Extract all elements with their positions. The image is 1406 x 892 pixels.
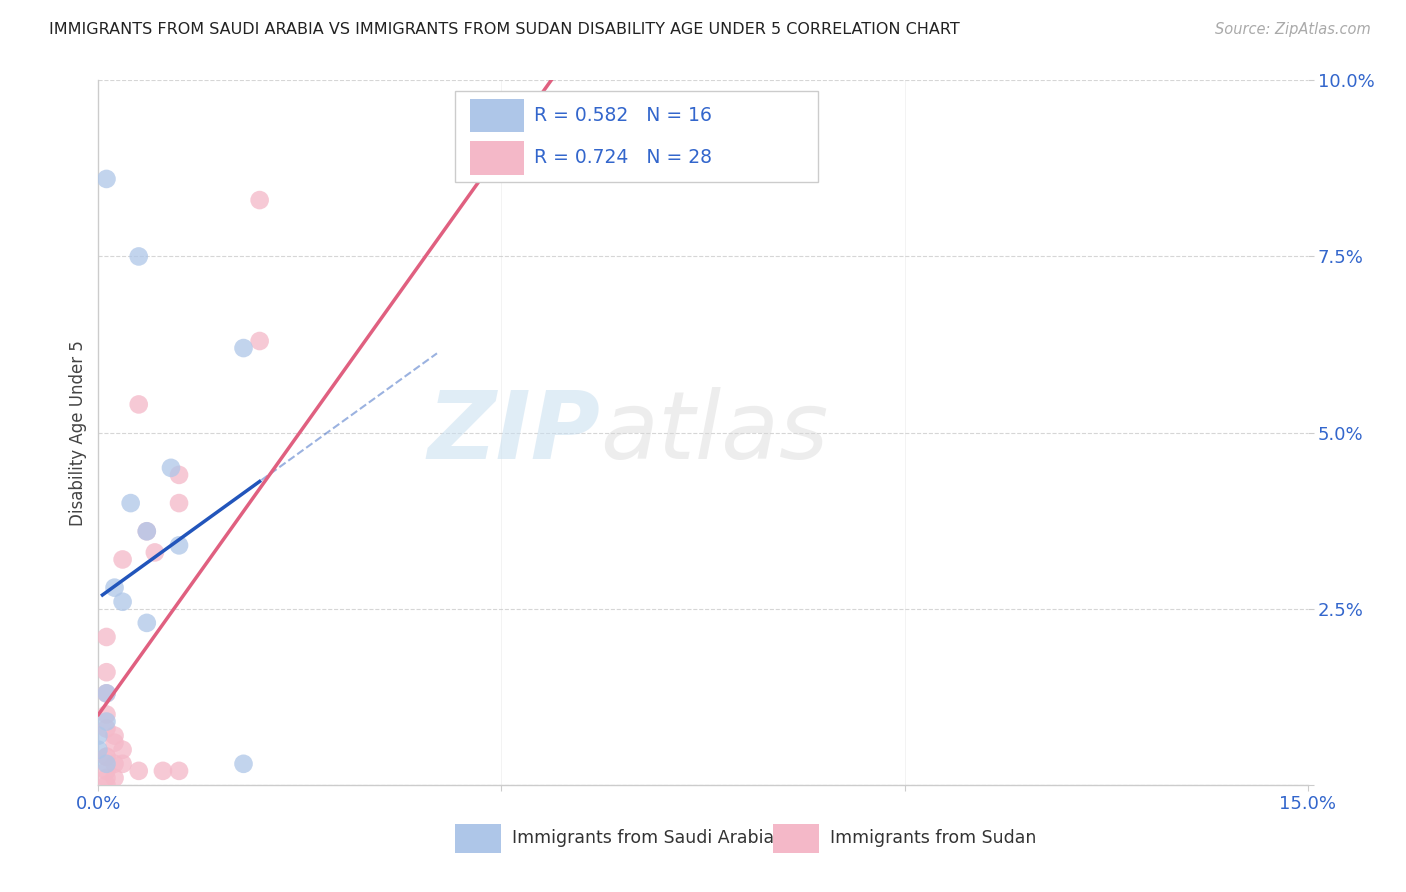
Point — [87, 742, 110, 756]
Point — [96, 686, 118, 700]
Point — [96, 665, 118, 680]
FancyBboxPatch shape — [456, 91, 818, 183]
Point — [96, 630, 118, 644]
Point — [103, 771, 125, 785]
Point — [111, 552, 134, 566]
FancyBboxPatch shape — [773, 823, 820, 854]
Point — [232, 341, 254, 355]
Text: Immigrants from Sudan: Immigrants from Sudan — [830, 829, 1036, 847]
Point — [96, 778, 118, 792]
Point — [111, 742, 134, 756]
Point — [135, 615, 157, 630]
Point — [96, 771, 118, 785]
Point — [96, 749, 118, 764]
Point — [249, 193, 271, 207]
Point — [103, 581, 125, 595]
Point — [96, 172, 118, 186]
Point — [232, 756, 254, 771]
Point — [135, 524, 157, 539]
Text: Source: ZipAtlas.com: Source: ZipAtlas.com — [1215, 22, 1371, 37]
Point — [111, 756, 134, 771]
FancyBboxPatch shape — [470, 99, 524, 132]
Point — [96, 686, 118, 700]
Y-axis label: Disability Age Under 5: Disability Age Under 5 — [69, 340, 87, 525]
Point — [96, 722, 118, 736]
Point — [96, 764, 118, 778]
FancyBboxPatch shape — [470, 141, 524, 175]
Point — [96, 749, 118, 764]
Text: atlas: atlas — [600, 387, 828, 478]
Text: IMMIGRANTS FROM SAUDI ARABIA VS IMMIGRANTS FROM SUDAN DISABILITY AGE UNDER 5 COR: IMMIGRANTS FROM SAUDI ARABIA VS IMMIGRAN… — [49, 22, 960, 37]
Point — [128, 397, 150, 411]
Text: R = 0.582   N = 16: R = 0.582 N = 16 — [534, 106, 711, 125]
Text: ZIP: ZIP — [427, 386, 600, 479]
Point — [167, 538, 190, 552]
FancyBboxPatch shape — [456, 823, 501, 854]
Point — [160, 460, 183, 475]
Point — [120, 496, 142, 510]
Point — [167, 496, 190, 510]
Point — [143, 545, 166, 559]
Point — [612, 115, 634, 129]
Point — [167, 467, 190, 482]
Point — [96, 714, 118, 729]
Point — [103, 736, 125, 750]
Point — [87, 729, 110, 743]
Point — [111, 595, 134, 609]
Text: R = 0.724   N = 28: R = 0.724 N = 28 — [534, 148, 711, 168]
Point — [128, 249, 150, 264]
Point — [96, 707, 118, 722]
Point — [103, 756, 125, 771]
Text: Immigrants from Saudi Arabia: Immigrants from Saudi Arabia — [512, 829, 775, 847]
Point — [249, 334, 271, 348]
Point — [96, 756, 118, 771]
Point — [135, 524, 157, 539]
Point — [152, 764, 174, 778]
Point — [103, 729, 125, 743]
Point — [128, 764, 150, 778]
Point — [167, 764, 190, 778]
